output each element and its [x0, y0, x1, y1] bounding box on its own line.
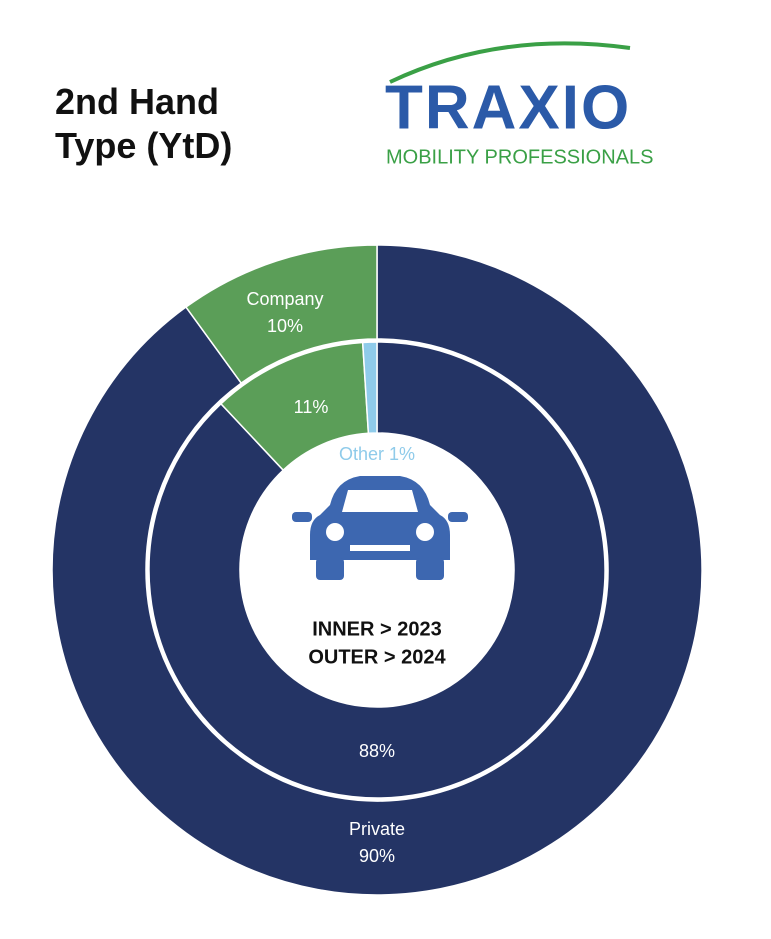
slice-label: Other 1% [339, 444, 415, 464]
value-label: 10% [267, 316, 303, 336]
category-name: Other [339, 444, 384, 464]
center-label: OUTER > 2024 [308, 646, 446, 668]
donut-slice [51, 244, 703, 896]
value-label: 1% [389, 444, 415, 464]
logo-name: TRAXIO [385, 73, 631, 142]
value-label: 11% [294, 397, 329, 417]
logo-swoosh [389, 41, 631, 84]
center-label: INNER > 2023 [312, 618, 442, 640]
value-label: 90% [359, 846, 395, 866]
rings [51, 244, 703, 896]
donut-slice [148, 341, 606, 799]
slice-label: Company [246, 289, 323, 309]
value-label: 88% [359, 741, 395, 761]
chart-title: 2nd Hand Type (YtD) [55, 81, 233, 166]
logo-tagline: MOBILITY PROFESSIONALS [386, 146, 653, 168]
slice-label: Private [349, 819, 405, 839]
car-icon [292, 476, 468, 580]
donut-slice [361, 341, 378, 435]
donut-slice [184, 244, 378, 385]
